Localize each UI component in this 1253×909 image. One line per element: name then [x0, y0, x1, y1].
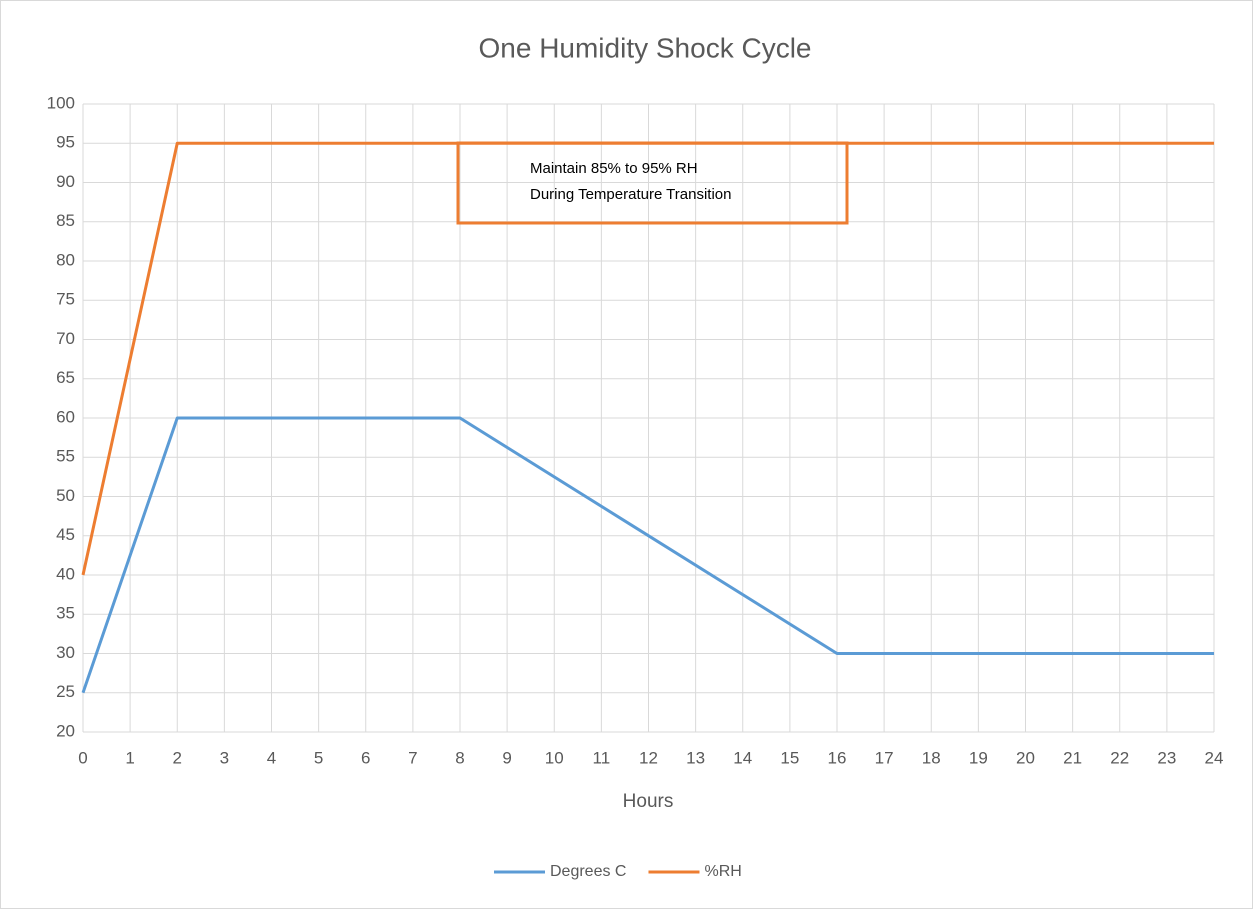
- y-tick-label: 20: [56, 721, 75, 740]
- y-tick-label: 100: [47, 93, 75, 112]
- x-tick-label: 19: [969, 748, 988, 767]
- x-tick-label: 9: [502, 748, 511, 767]
- x-tick-label: 3: [220, 748, 229, 767]
- x-tick-label: 8: [455, 748, 464, 767]
- y-tick-label: 60: [56, 407, 75, 426]
- x-tick-label: 5: [314, 748, 323, 767]
- x-axis-label: Hours: [623, 791, 674, 812]
- x-tick-label: 7: [408, 748, 417, 767]
- y-tick-label: 85: [56, 211, 75, 230]
- annotation-box: [456, 141, 849, 225]
- legend-label: Degrees C: [550, 863, 626, 880]
- x-tick-label: 0: [78, 748, 87, 767]
- legend-label: %RH: [704, 863, 741, 880]
- x-tick-label: 20: [1016, 748, 1035, 767]
- x-tick-label: 11: [593, 748, 611, 767]
- x-tick-label: 17: [875, 748, 894, 767]
- annotation-text: During Temperature Transition: [530, 186, 732, 203]
- x-tick-label: 1: [125, 748, 134, 767]
- y-tick-label: 35: [56, 604, 75, 623]
- y-tick-label: 80: [56, 250, 75, 269]
- y-tick-label: 65: [56, 368, 75, 387]
- x-tick-label: 4: [267, 748, 276, 767]
- y-tick-label: 30: [56, 643, 75, 662]
- y-tick-label: 70: [56, 329, 75, 348]
- chart-title: One Humidity Shock Cycle: [478, 32, 811, 63]
- x-tick-label: 22: [1110, 748, 1129, 767]
- x-tick-label: 24: [1205, 748, 1224, 767]
- annotation-text: Maintain 85% to 95% RH: [530, 160, 698, 177]
- y-tick-label: 90: [56, 172, 75, 191]
- y-tick-label: 50: [56, 486, 75, 505]
- x-tick-label: 2: [173, 748, 182, 767]
- y-tick-label: 25: [56, 682, 75, 701]
- x-tick-label: 13: [686, 748, 705, 767]
- y-tick-label: 45: [56, 525, 75, 544]
- x-tick-label: 18: [922, 748, 941, 767]
- x-tick-label: 21: [1063, 748, 1082, 767]
- x-tick-label: 14: [733, 748, 752, 767]
- y-tick-label: 75: [56, 290, 75, 309]
- y-tick-label: 55: [56, 447, 75, 466]
- x-tick-label: 15: [780, 748, 799, 767]
- series-line: [81, 141, 1214, 576]
- x-tick-label: 23: [1157, 748, 1176, 767]
- y-tick-label: 40: [56, 564, 75, 583]
- x-tick-label: 12: [639, 748, 658, 767]
- x-tick-label: 16: [828, 748, 847, 767]
- y-tick-label: 95: [56, 133, 75, 152]
- x-tick-label: 6: [361, 748, 370, 767]
- x-tick-label: 10: [545, 748, 564, 767]
- series-line: [81, 416, 1214, 694]
